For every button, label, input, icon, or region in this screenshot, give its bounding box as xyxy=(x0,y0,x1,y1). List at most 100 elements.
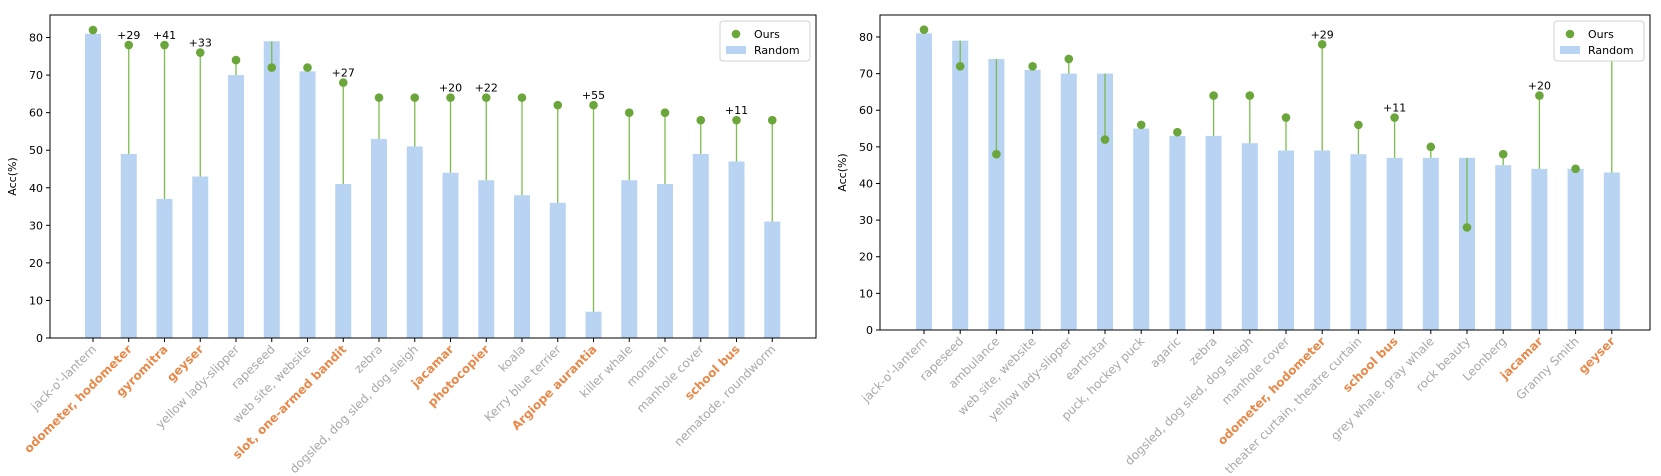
category-label: agaric xyxy=(1147,334,1183,370)
random-bar xyxy=(1024,69,1041,330)
ours-point xyxy=(919,25,929,34)
random-bar xyxy=(192,176,209,338)
ours-point xyxy=(1100,135,1110,144)
ours-point xyxy=(446,93,455,102)
ours-point xyxy=(696,115,706,125)
ours-point xyxy=(1209,91,1218,100)
legend-random-swatch xyxy=(1560,46,1580,54)
ours-point xyxy=(231,55,241,65)
random-bar xyxy=(1422,157,1439,330)
legend-ours-label: Ours xyxy=(1588,28,1614,41)
gain-label: +55 xyxy=(582,89,605,102)
random-bar xyxy=(1278,150,1294,330)
category-label: Granny Smith xyxy=(1513,334,1581,402)
random-bar xyxy=(549,202,566,338)
ours-point xyxy=(1498,149,1508,159)
legend-ours-marker xyxy=(1565,29,1575,39)
category-label: zebra xyxy=(351,342,385,376)
y-axis-label: Acc(%) xyxy=(6,157,19,195)
y-tick-label: 0 xyxy=(866,324,873,337)
random-bar xyxy=(692,153,709,338)
ours-point xyxy=(1245,91,1255,100)
ours-point xyxy=(1426,142,1436,152)
gain-label: +20 xyxy=(439,82,462,95)
y-tick-label: 60 xyxy=(29,107,43,120)
chart-left: +29 +41 +33 +27 +20 +22 +55 +11 0 10 20 30 40 50 60 70 8… xyxy=(6,14,817,476)
random-bar xyxy=(120,153,137,338)
random-bar xyxy=(988,58,1005,330)
gain-label: +29 xyxy=(1311,28,1334,41)
legend-ours-marker xyxy=(731,29,741,39)
y-tick-label: 0 xyxy=(36,332,43,345)
random-bar xyxy=(1060,73,1077,331)
y-tick-label: 40 xyxy=(859,177,873,190)
gain-label: +22 xyxy=(475,82,498,95)
ours-point xyxy=(992,149,1001,159)
y-tick-label: 40 xyxy=(29,182,43,195)
ours-point xyxy=(1173,127,1182,137)
random-bar xyxy=(1205,135,1222,330)
gain-label: +11 xyxy=(1383,102,1406,115)
ours-point xyxy=(1028,61,1037,71)
random-bar xyxy=(1241,143,1258,330)
random-bar xyxy=(299,71,316,338)
ours-point xyxy=(1354,120,1363,130)
random-bar xyxy=(1567,168,1584,330)
ours-point xyxy=(589,100,598,110)
random-bar xyxy=(1169,135,1186,330)
random-bar xyxy=(156,199,173,338)
ours-point xyxy=(553,100,563,110)
random-bar xyxy=(1459,157,1475,330)
random-bar xyxy=(85,33,101,339)
category-label: koala xyxy=(496,342,528,374)
ours-point xyxy=(160,40,169,50)
random-bar xyxy=(1386,157,1403,330)
random-bar xyxy=(728,161,745,338)
y-tick-label: 50 xyxy=(29,144,43,157)
random-bar xyxy=(1350,154,1367,330)
ours-point xyxy=(195,48,205,57)
random-bar xyxy=(1603,172,1620,330)
ours-point xyxy=(1571,164,1580,174)
ours-point xyxy=(1535,91,1544,100)
ours-point xyxy=(338,78,348,87)
random-bar xyxy=(478,180,495,338)
ours-point xyxy=(1317,40,1327,49)
ours-point xyxy=(374,93,384,102)
y-tick-label: 70 xyxy=(859,68,873,81)
random-bar xyxy=(1314,150,1331,330)
category-label: geyser xyxy=(1576,334,1618,376)
random-bar xyxy=(263,41,280,338)
y-tick-label: 70 xyxy=(29,69,43,82)
random-bar xyxy=(1097,73,1113,331)
ours-point xyxy=(624,108,634,117)
y-tick-label: 20 xyxy=(859,251,873,264)
ours-point xyxy=(410,93,420,102)
plot-frame xyxy=(49,14,817,339)
y-tick-label: 10 xyxy=(859,287,873,300)
ours-point xyxy=(481,93,491,102)
y-tick-label: 80 xyxy=(29,32,43,45)
random-bar xyxy=(952,40,969,331)
gain-label: +11 xyxy=(725,104,748,117)
chart-right: +29+11+20+3301020304050607080Acc(%)jack-… xyxy=(836,14,1651,476)
random-bar xyxy=(621,180,638,338)
ours-point xyxy=(955,61,965,71)
y-tick-label: 30 xyxy=(29,219,43,232)
y-tick-label: 60 xyxy=(859,104,873,117)
random-bar xyxy=(442,172,459,338)
gain-label: +29 xyxy=(117,29,140,42)
ours-point xyxy=(1390,113,1399,122)
random-bar xyxy=(1495,165,1512,330)
legend-random-swatch xyxy=(726,46,746,54)
random-bar xyxy=(916,33,932,330)
ours-point xyxy=(124,40,134,50)
random-bar xyxy=(371,138,387,338)
gain-label: +41 xyxy=(153,29,176,42)
category-label: zebra xyxy=(1186,334,1220,368)
random-bar xyxy=(764,221,781,338)
random-bar xyxy=(585,311,602,338)
random-bar xyxy=(406,146,423,338)
ours-point xyxy=(1064,54,1074,64)
